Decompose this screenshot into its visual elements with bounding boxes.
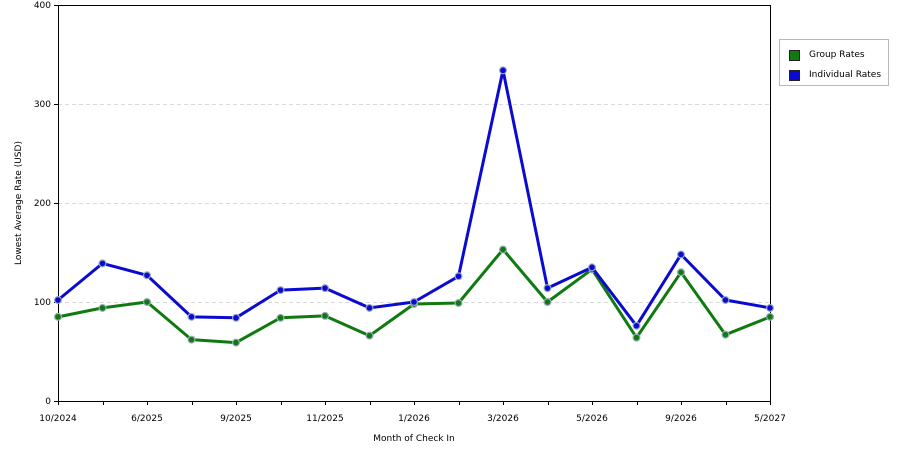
data-point [276,313,285,322]
x-tick-label: 5/2027 [754,414,786,424]
data-point [276,286,285,295]
axes [58,5,771,402]
x-axis-ticks: 10/2024 6/2025 9/2025 11/2025 1/2026 3/2026 5/… [39,401,786,424]
data-point [543,284,552,293]
legend-label-individual-rates: Individual Rates [809,70,882,80]
data-point [98,303,107,312]
legend-label-group-rates: Group Rates [809,50,865,60]
series-line-0 [57,248,771,345]
x-tick-label: 3/2026 [487,414,519,424]
data-point [321,311,330,320]
data-point [321,284,330,293]
data-point [232,338,241,347]
data-point [587,263,596,272]
x-tick-label: 1/2026 [398,414,430,424]
data-point [499,245,508,254]
data-point [543,298,552,307]
x-tick-label: 5/2026 [576,414,608,424]
legend-swatch-group-rates [789,49,800,61]
data-point [365,303,374,312]
data-point [765,303,774,312]
legend-swatch-individual-rates [789,69,800,81]
data-point [53,312,62,321]
series-lines [53,66,774,347]
data-point [765,312,774,321]
data-point [499,66,508,75]
legend-item-group-rates: Group Rates [789,48,865,62]
series-line-1 [57,68,771,328]
x-tick-label: 11/2025 [306,414,343,424]
y-tick-label: 400 [34,1,51,11]
y-axis-title: Lowest Average Rate (USD) [14,141,24,265]
data-point [187,312,196,321]
data-point [143,298,152,307]
data-point [721,296,730,305]
y-tick-label: 300 [34,100,51,110]
y-axis-ticks: 0 100 200 300 400 [34,1,58,407]
x-tick-label: 9/2026 [665,414,697,424]
legend-item-individual-rates: Individual Rates [789,68,881,82]
data-point [454,298,463,307]
y-tick-label: 100 [34,298,51,308]
data-point [632,321,641,330]
data-point [53,296,62,305]
legend: Group Rates Individual Rates [779,39,889,86]
data-point [98,259,107,268]
data-point [632,333,641,342]
data-point [454,272,463,281]
x-tick-label: 6/2025 [131,414,163,424]
x-tick-label: 10/2024 [39,414,77,424]
data-point [676,268,685,277]
x-axis-title: Month of Check In [373,434,455,444]
x-tick-label: 9/2025 [220,414,252,424]
data-point [187,335,196,344]
grid-lines [58,104,770,303]
data-point [143,271,152,280]
data-point [365,331,374,340]
y-tick-label: 200 [34,199,51,209]
data-point [232,313,241,322]
data-point [676,250,685,259]
y-tick-label: 0 [45,397,51,407]
data-point [721,330,730,339]
data-point [410,298,419,307]
